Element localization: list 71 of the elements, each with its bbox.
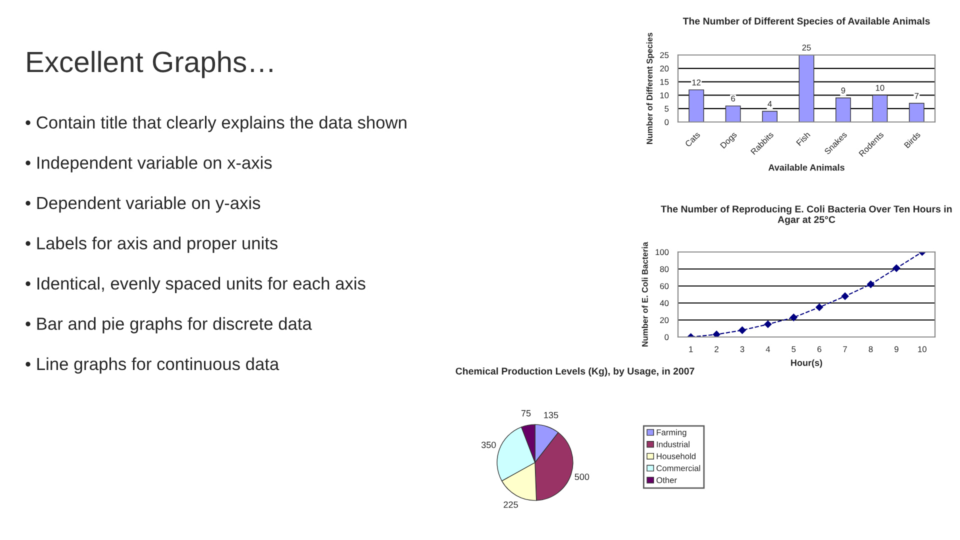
y-tick-label: 0 — [664, 334, 669, 340]
y-tick-label: 10 — [660, 92, 669, 98]
point — [841, 292, 849, 300]
point — [816, 304, 823, 311]
bar — [762, 110, 778, 122]
y-axis-title: Number of Different Species — [646, 32, 654, 144]
legend-label: Commercial — [656, 465, 700, 472]
x-tick-label: 9 — [894, 346, 898, 352]
y-axis-title: Number of E. Coli Bacteria — [642, 242, 648, 346]
chart-title: The Number of Different Species of Available Animals — [682, 17, 930, 26]
text: • Labels for axis and proper units — [26, 236, 278, 253]
x-tick-label: Fish — [796, 131, 810, 146]
y-tick-label: 80 — [660, 266, 669, 272]
bar — [798, 55, 814, 122]
x-tick-label: 10 — [918, 346, 926, 352]
data-label: 9 — [841, 88, 846, 94]
point — [764, 320, 772, 328]
point — [712, 330, 720, 337]
x-axis-title: Hour(s) — [791, 359, 822, 368]
bar — [688, 89, 704, 122]
y-tick-label: 25 — [660, 52, 669, 58]
data-label: 75 — [521, 410, 531, 416]
text: • Independent variable on x-axis — [26, 156, 272, 172]
bar — [872, 94, 888, 122]
point — [867, 280, 874, 288]
x-tick-label: 5 — [792, 346, 796, 352]
point — [790, 314, 798, 322]
x-axis-title: Available Animals — [768, 164, 844, 171]
text: • Contain title that clearly explains the data shown — [26, 116, 406, 132]
data-label: 500 — [574, 474, 590, 480]
x-tick-label: 7 — [843, 346, 847, 352]
data-label: 225 — [504, 501, 518, 508]
bar — [836, 98, 851, 122]
legend-label: Other — [656, 476, 677, 484]
text: • Line graphs for continuous data — [26, 357, 280, 374]
data-label: 350 — [481, 442, 496, 448]
y-tick-label: 5 — [664, 106, 669, 112]
legend-label: Industrial — [656, 441, 690, 448]
y-tick-label: 0 — [664, 119, 669, 126]
x-tick-label: 3 — [740, 346, 744, 352]
data-label: 135 — [544, 412, 558, 418]
chart-title: The Number of Reproducing E. Coli Bacteria Over Ten Hours in Agar at 25°C — [660, 205, 952, 225]
x-tick-label: 8 — [868, 346, 873, 352]
data-label: 6 — [731, 96, 736, 102]
data-label: 7 — [914, 93, 919, 99]
bar — [908, 102, 924, 122]
text: • Bar and pie graphs for discrete data — [26, 317, 312, 334]
x-tick-label: 2 — [714, 346, 718, 352]
x-tick-label: 1 — [689, 346, 693, 352]
point — [892, 264, 900, 272]
bar — [725, 106, 741, 122]
y-tick-label: 100 — [656, 249, 669, 256]
x-tick-label: Cats — [684, 131, 700, 148]
legend-label: Farming — [656, 429, 686, 438]
data-label: 25 — [802, 44, 811, 51]
x-tick-label: 6 — [817, 346, 822, 352]
y-tick-label: 40 — [660, 300, 669, 306]
point — [738, 326, 746, 334]
y-tick-label: 15 — [660, 79, 669, 85]
y-tick-label: 20 — [660, 317, 669, 324]
text: • Identical, evenly spaced units for each axis — [26, 276, 366, 294]
legend-label: Household — [656, 453, 696, 460]
y-tick-label: 60 — [660, 283, 669, 290]
data-label: 4 — [768, 101, 772, 107]
text: • Dependent variable on y-axis — [26, 196, 260, 213]
data-label: 10 — [876, 84, 884, 91]
x-tick-label: 4 — [766, 346, 770, 352]
chart-title: Chemical Production Levels (Kg), by Usage, in 2007 — [456, 367, 694, 377]
y-tick-label: 20 — [660, 66, 669, 72]
data-label: 12 — [692, 80, 701, 86]
text: Excellent Graphs… — [27, 50, 272, 78]
